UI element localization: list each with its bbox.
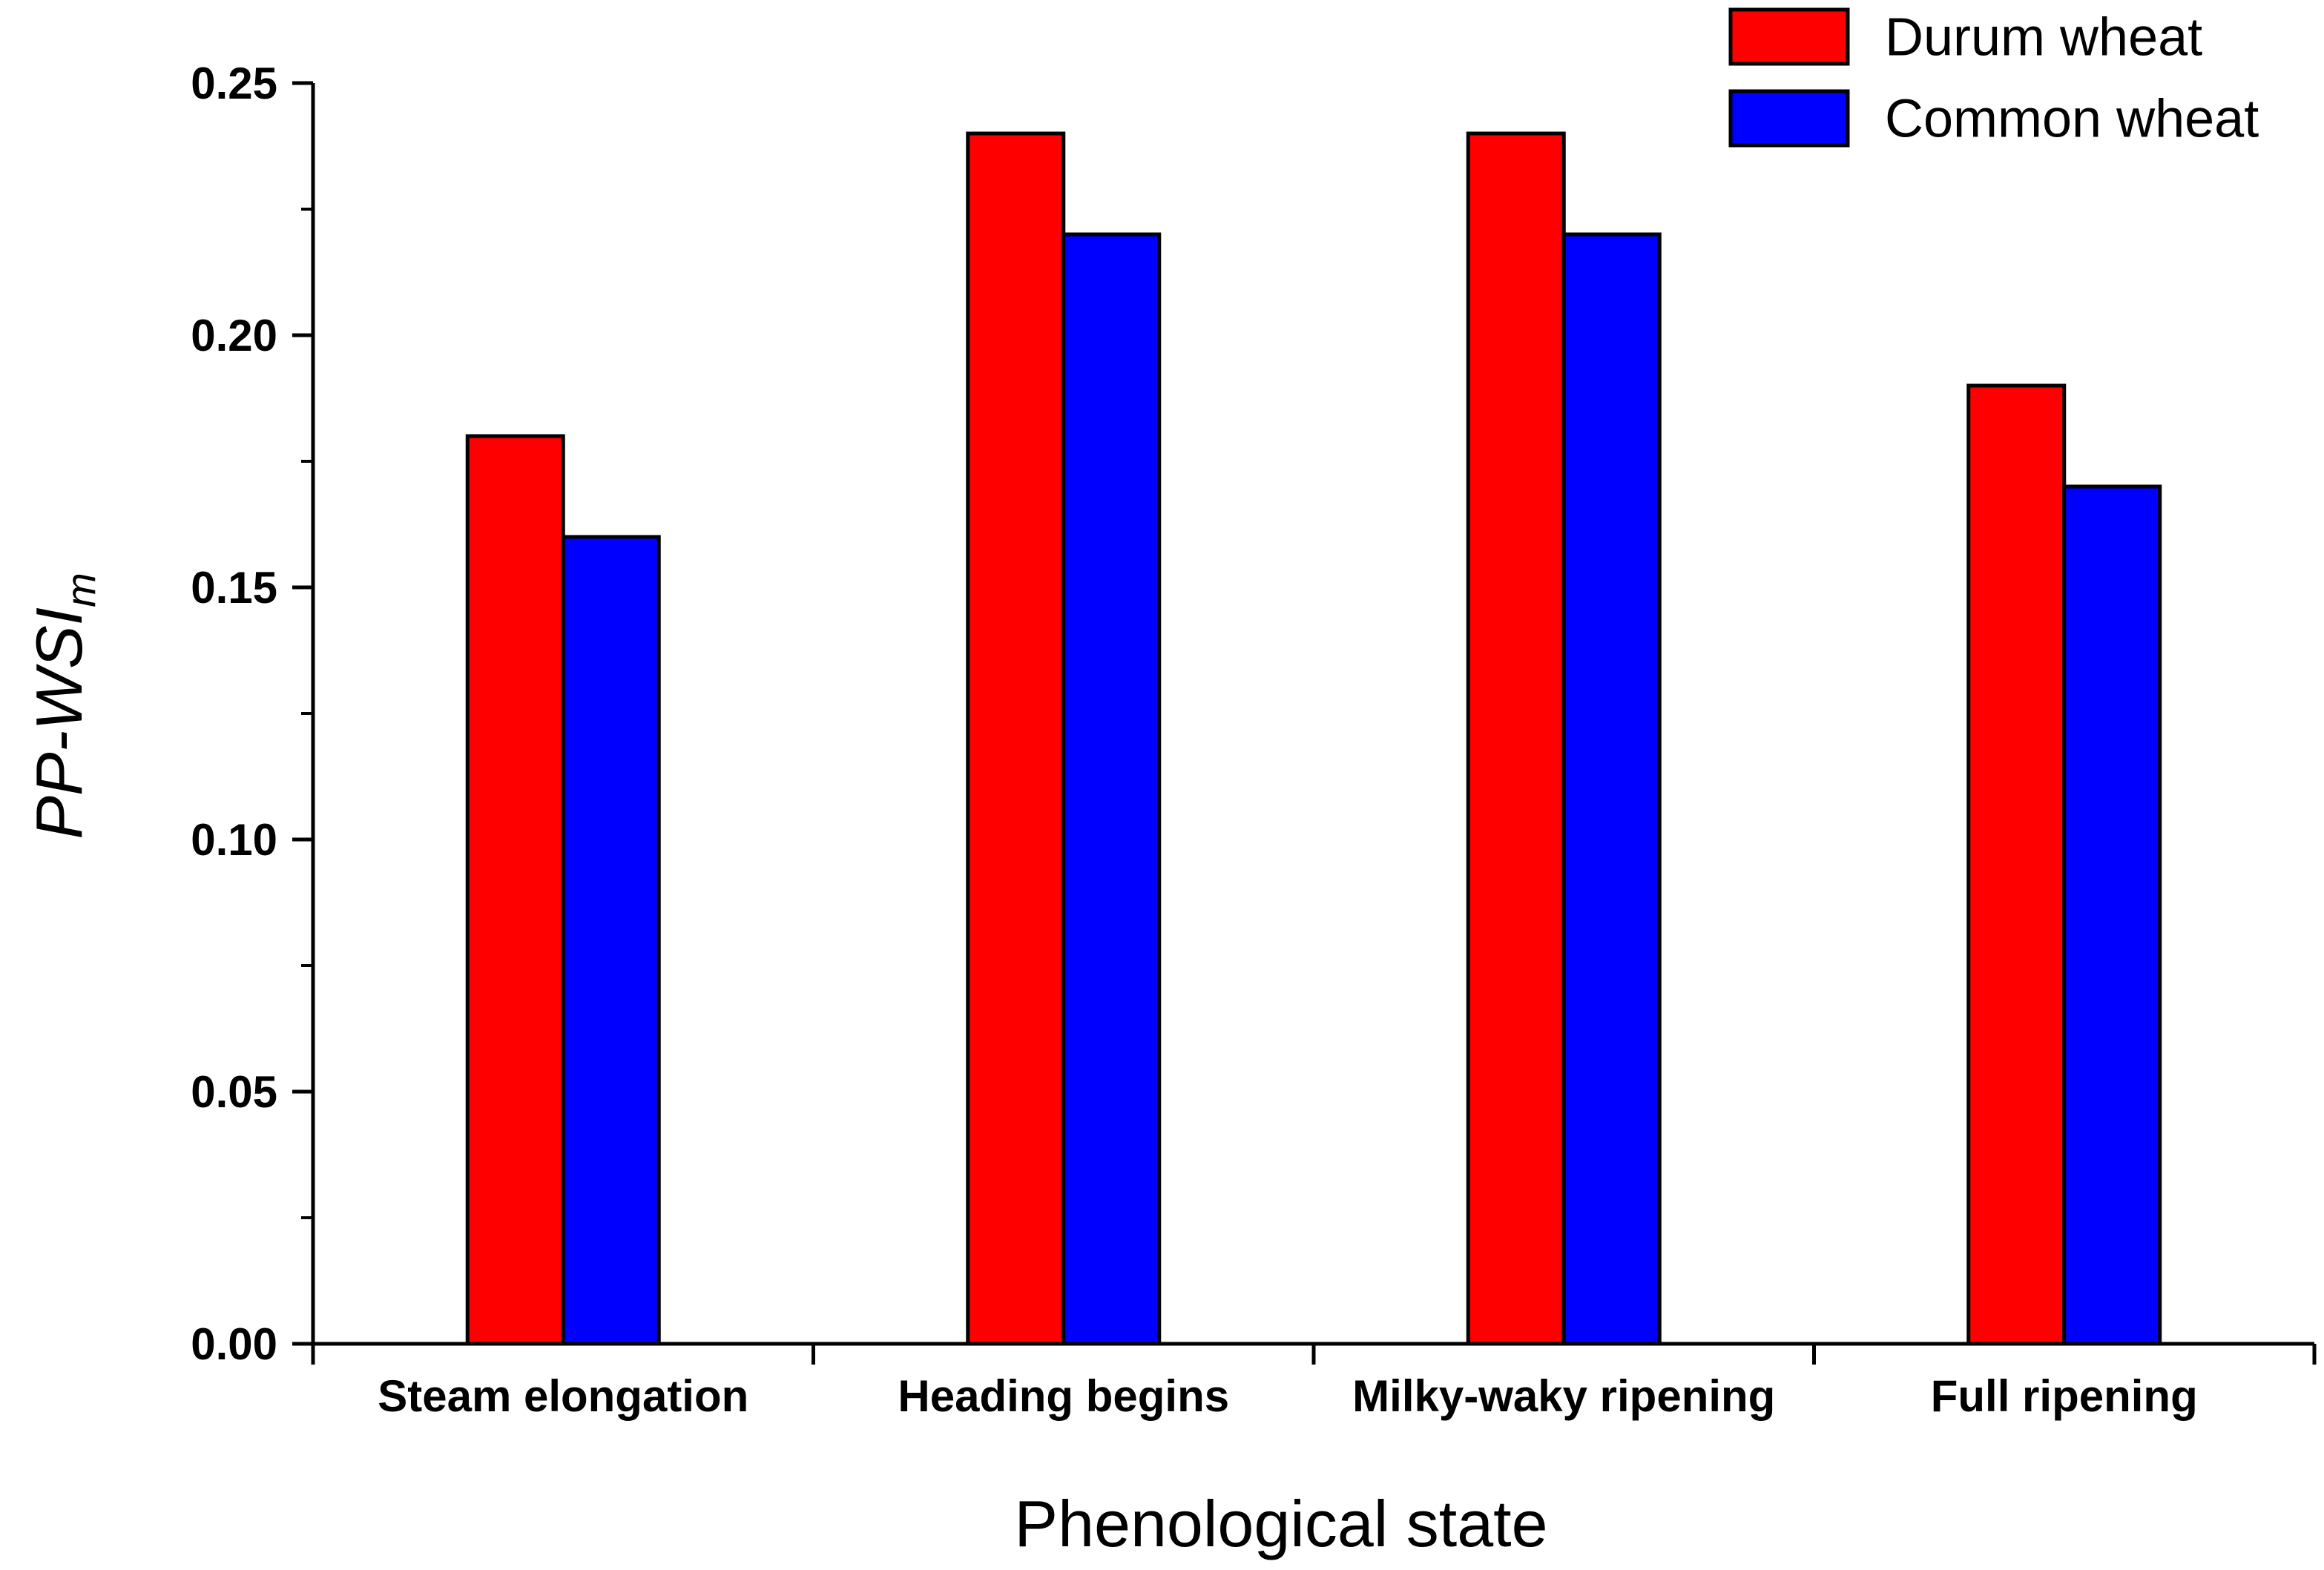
x-tick-labels: Steam elongation Heading begins Milky-waky… [378,1371,2198,1421]
bars-group [465,131,2162,1346]
y-tick-label: 0.15 [191,563,277,613]
y-tick-label: 0.05 [191,1067,277,1117]
bar-durum-wheat [966,131,1066,1346]
y-axis-label-subscript: m [57,573,104,607]
y-tick-label: 0.25 [191,59,277,108]
y-tick-label: 0.20 [191,311,277,360]
bar-common-wheat [1061,232,1162,1346]
legend-swatch [1728,7,1850,66]
legend-label: Common wheat [1885,90,2259,149]
x-tick-label: Heading begins [898,1371,1229,1421]
bar-durum-wheat [1966,383,2067,1346]
bar-common-wheat [561,535,661,1346]
x-tick-label: Milky-waky ripening [1352,1371,1775,1421]
bar-durum-wheat [1466,131,1566,1346]
y-axis-label: PP-WSIm [22,573,104,840]
legend-label: Durum wheat [1885,8,2202,67]
x-tick-label: Steam elongation [378,1371,748,1421]
y-axis-label-main: PP-WSI [22,607,96,840]
x-tick-label: Full ripening [1931,1371,2198,1421]
x-axis-label: Phenological state [1014,1487,1547,1560]
bar-common-wheat [1561,232,1662,1346]
y-tick-label: 0.10 [191,815,277,865]
y-tick-label: 0.00 [191,1319,277,1369]
axes-group [292,81,2317,1365]
legend: Durum wheat Common wheat [1728,7,2259,149]
bar-common-wheat [2062,484,2162,1346]
legend-swatch [1728,89,1850,148]
y-tick-labels: 0.00 0.05 0.10 0.15 0.20 0.25 [191,59,277,1369]
bar-durum-wheat [465,434,565,1346]
